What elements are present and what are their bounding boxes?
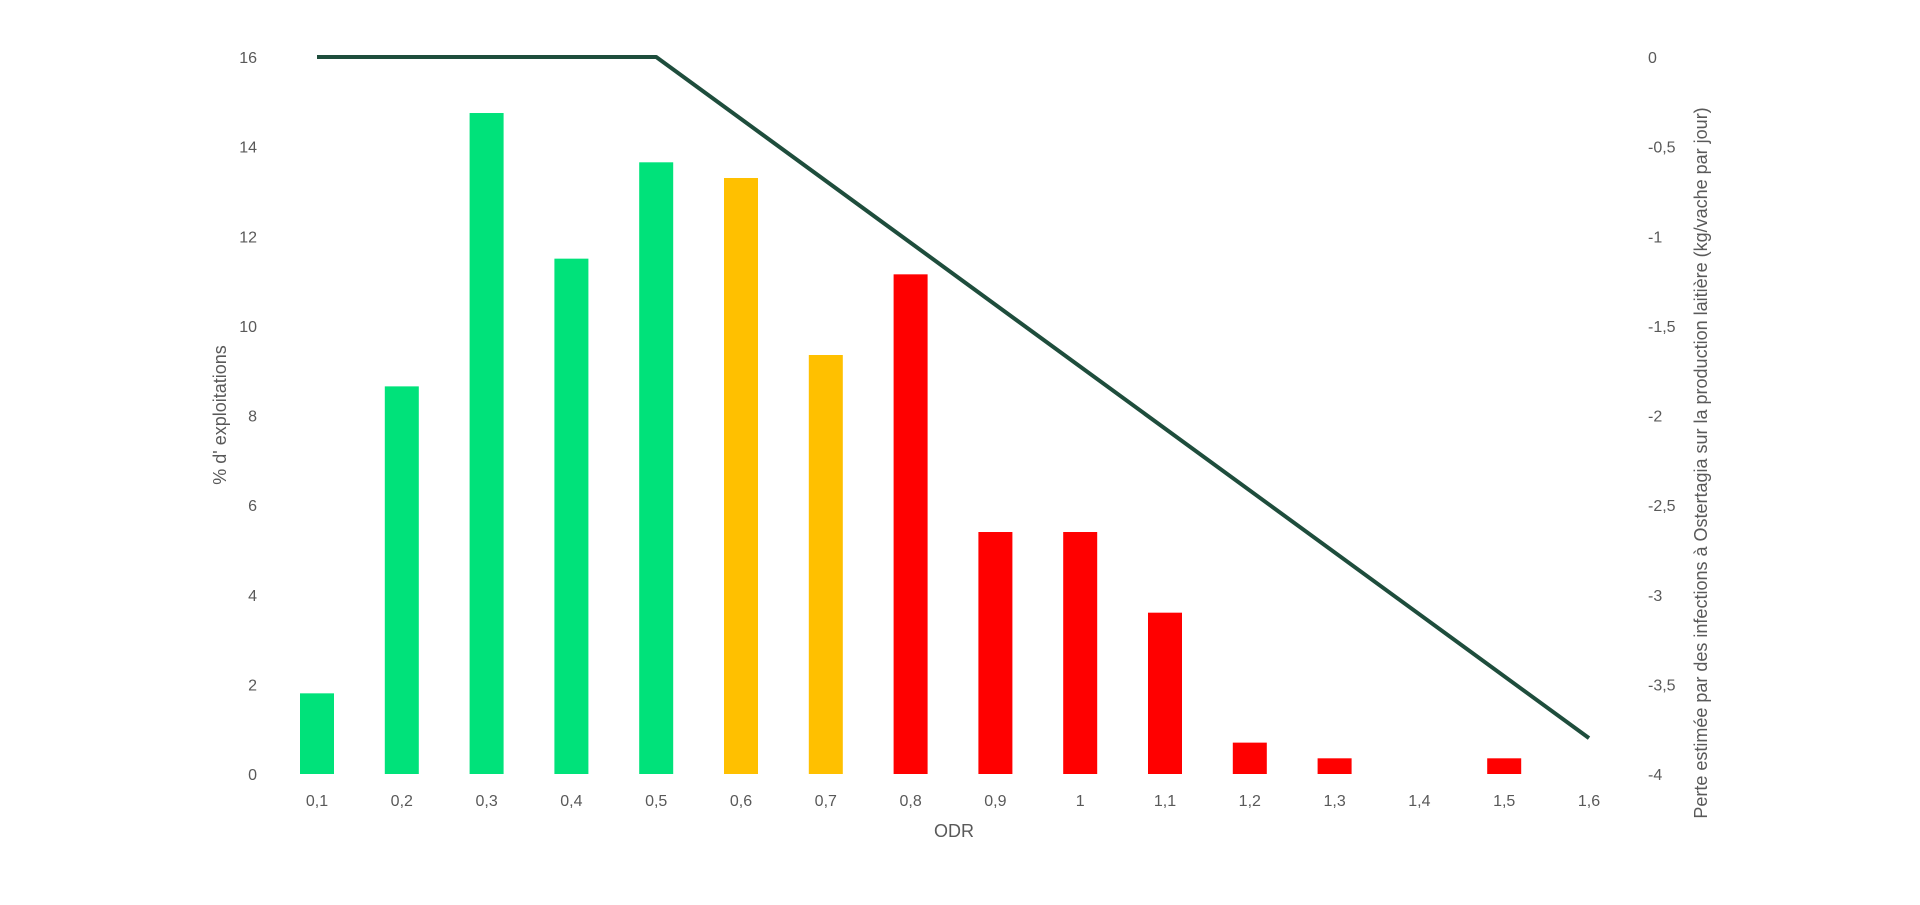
y-tick-label: 10 xyxy=(239,319,257,336)
x-tick-label: 0,6 xyxy=(730,793,752,810)
y2-axis-title: Perte estimée par des infections à Oster… xyxy=(1691,107,1711,818)
x-tick-label: 0,8 xyxy=(899,793,921,810)
y-axis-right: 0 -0,5 -1 -1,5 -2 -2,5 -3 -3,5 -4 xyxy=(1648,50,1676,784)
bar xyxy=(639,162,674,774)
y-tick-label: 8 xyxy=(248,409,257,426)
y2-tick-label: -1,5 xyxy=(1648,319,1676,336)
y2-tick-label: 0 xyxy=(1648,50,1657,67)
bar xyxy=(724,177,758,774)
y-axis-title: % d' exploitations xyxy=(210,345,230,485)
y2-tick-label: -3 xyxy=(1648,588,1662,605)
x-tick-label: 1,6 xyxy=(1578,793,1600,810)
y2-tick-label: -0,5 xyxy=(1648,140,1676,157)
bar xyxy=(978,532,1013,774)
x-axis: 0,1 0,2 0,3 0,4 0,5 0,6 0,7 0,8 0,9 1 1,1 1,2 1,3 1,4… xyxy=(306,793,1600,810)
x-tick-label: 0,7 xyxy=(815,793,837,810)
y2-tick-label: -2 xyxy=(1648,409,1662,426)
y2-tick-label: -3,5 xyxy=(1648,677,1676,694)
y2-tick-label: -4 xyxy=(1648,767,1662,784)
loss-line xyxy=(317,55,1591,740)
bar xyxy=(1148,612,1182,774)
x-tick-label: 0,5 xyxy=(645,793,667,810)
x-tick-label: 0,3 xyxy=(475,793,497,810)
y-tick-label: 6 xyxy=(248,498,257,515)
y-tick-label: 14 xyxy=(239,140,257,157)
bar xyxy=(1487,758,1522,774)
x-tick-label: 0,1 xyxy=(306,793,328,810)
y-tick-label: 16 xyxy=(239,50,257,67)
y-tick-label: 4 xyxy=(248,588,257,605)
y2-tick-label: -1 xyxy=(1648,229,1662,246)
y-tick-label: 12 xyxy=(239,229,257,246)
y-tick-label: 0 xyxy=(248,767,257,784)
line-series xyxy=(317,55,1591,740)
bar xyxy=(808,355,843,774)
x-tick-label: 0,4 xyxy=(560,793,582,810)
x-tick-label: 0,9 xyxy=(984,793,1006,810)
bar xyxy=(300,693,334,774)
x-tick-label: 1,2 xyxy=(1239,793,1261,810)
x-axis-title: ODR xyxy=(934,821,974,841)
x-tick-label: 0,2 xyxy=(391,793,413,810)
bar xyxy=(1232,742,1267,774)
bar xyxy=(1317,758,1352,774)
bar xyxy=(469,113,504,774)
x-tick-label: 1,1 xyxy=(1154,793,1176,810)
bar xyxy=(1063,532,1098,774)
y-tick-label: 2 xyxy=(248,677,257,694)
bar-series xyxy=(300,113,1522,774)
bar xyxy=(384,386,419,774)
bar xyxy=(893,274,928,774)
y-axis-left: 0 2 4 6 8 10 12 14 16 xyxy=(239,50,257,784)
x-tick-label: 1,3 xyxy=(1323,793,1345,810)
x-tick-label: 1 xyxy=(1076,793,1085,810)
y2-tick-label: -2,5 xyxy=(1648,498,1676,515)
x-tick-label: 1,4 xyxy=(1408,793,1430,810)
x-tick-label: 1,5 xyxy=(1493,793,1515,810)
bar xyxy=(554,258,589,774)
